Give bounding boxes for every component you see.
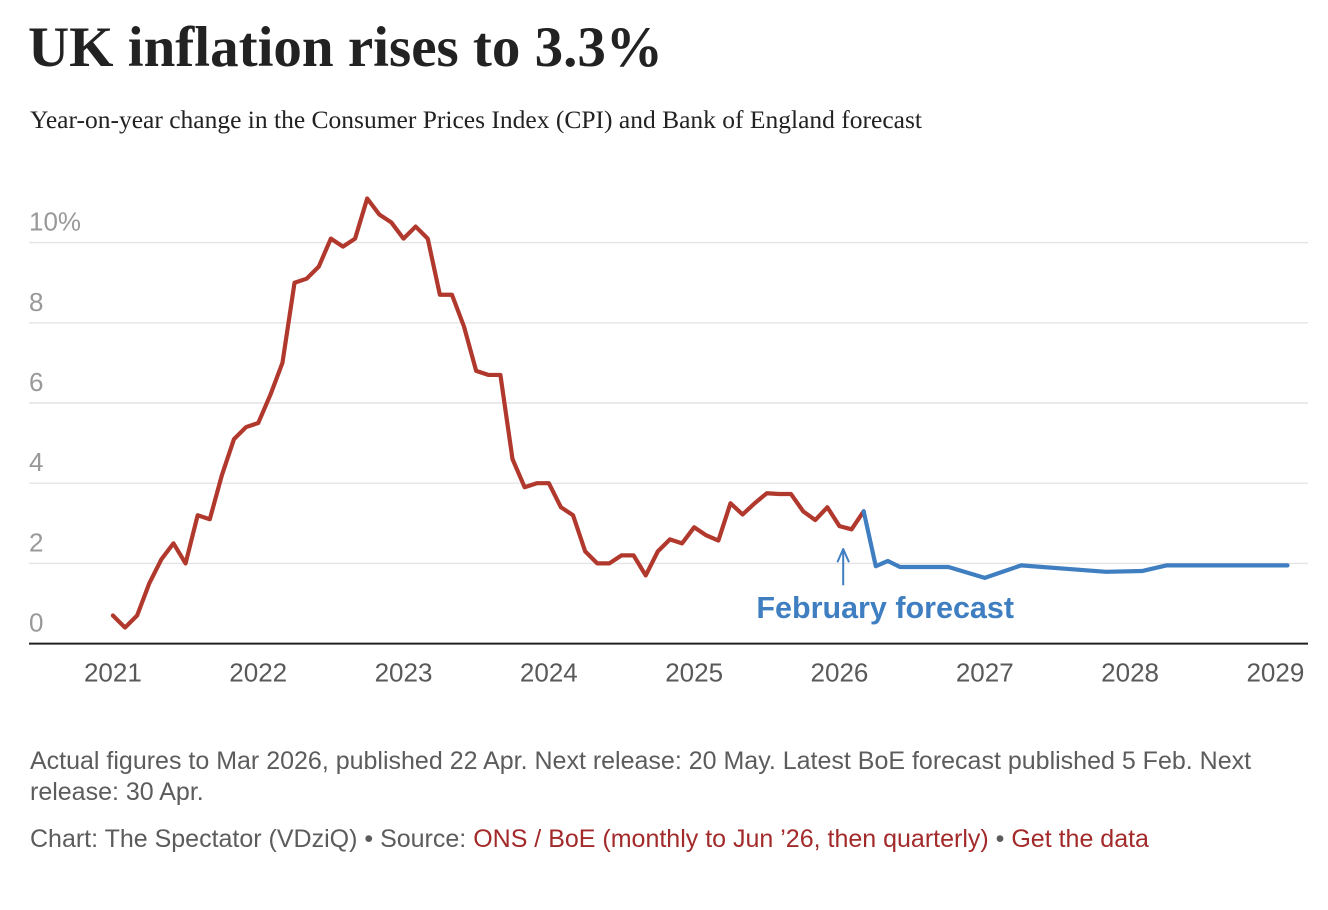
svg-text:2022: 2022 (229, 658, 287, 688)
svg-text:2027: 2027 (956, 658, 1014, 688)
svg-text:6: 6 (29, 367, 43, 397)
svg-text:2021: 2021 (84, 658, 142, 688)
svg-text:10%: 10% (29, 207, 81, 237)
svg-text:February forecast: February forecast (756, 591, 1014, 625)
svg-text:2025: 2025 (665, 658, 723, 688)
svg-text:2023: 2023 (375, 658, 433, 688)
svg-text:0: 0 (29, 608, 43, 638)
svg-text:4: 4 (29, 447, 43, 477)
svg-text:2024: 2024 (520, 658, 578, 688)
svg-text:2: 2 (29, 527, 43, 557)
svg-text:2028: 2028 (1101, 658, 1159, 688)
svg-text:2026: 2026 (811, 658, 869, 688)
svg-text:8: 8 (29, 287, 43, 317)
svg-text:2029: 2029 (1246, 658, 1304, 688)
